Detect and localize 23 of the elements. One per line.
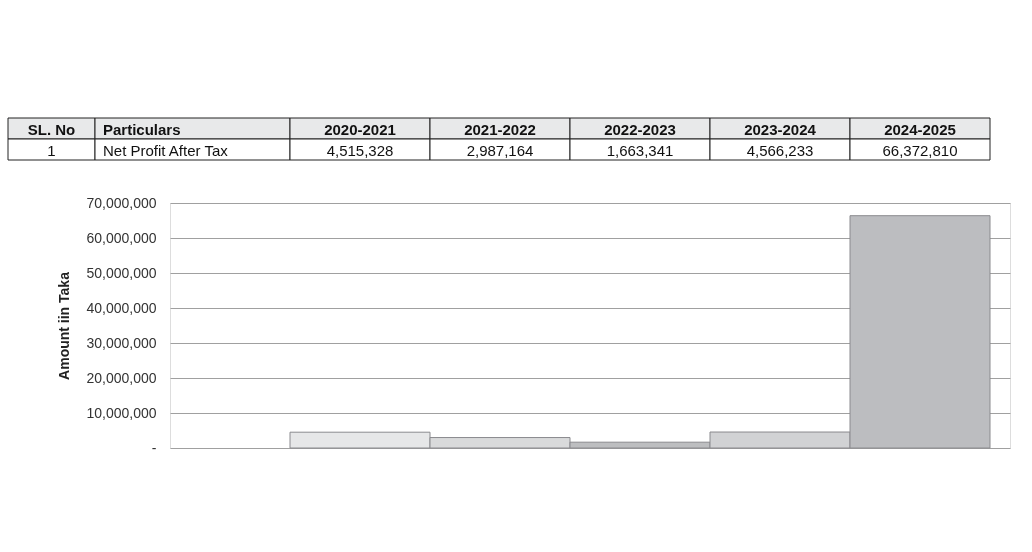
data-label: 4,566,233 [746, 141, 814, 159]
y-tick-label: 40,000,000 [86, 299, 157, 316]
y-tick-label: 50,000,000 [86, 264, 157, 281]
x-tick-label: 2020-2021 [324, 120, 396, 138]
y-tick-label: 20,000,000 [86, 369, 157, 386]
text: Net Profit After Tax [103, 141, 229, 159]
y-tick-label: 60,000,000 [86, 229, 157, 246]
x-tick-label: 2024-2025 [884, 120, 956, 138]
y-axis-title: Amount iin Taka [56, 271, 73, 380]
text: SL. No [27, 120, 76, 138]
y-tick-label: 30,000,000 [86, 334, 157, 351]
y-tick-label: - [151, 439, 157, 456]
x-tick-label: 2022-2023 [604, 120, 676, 138]
text: 1 [47, 141, 56, 159]
data-label: 1,663,341 [606, 141, 674, 159]
y-tick-label: 70,000,000 [86, 194, 157, 211]
data-label: 2,987,164 [466, 141, 534, 159]
x-tick-label: 2023-2024 [744, 120, 817, 138]
data-label: 66,372,810 [882, 141, 958, 159]
data-label: 4,515,328 [326, 141, 394, 159]
y-tick-label: 10,000,000 [86, 404, 157, 421]
text: Particulars [103, 120, 181, 138]
x-tick-label: 2021-2022 [464, 120, 536, 138]
